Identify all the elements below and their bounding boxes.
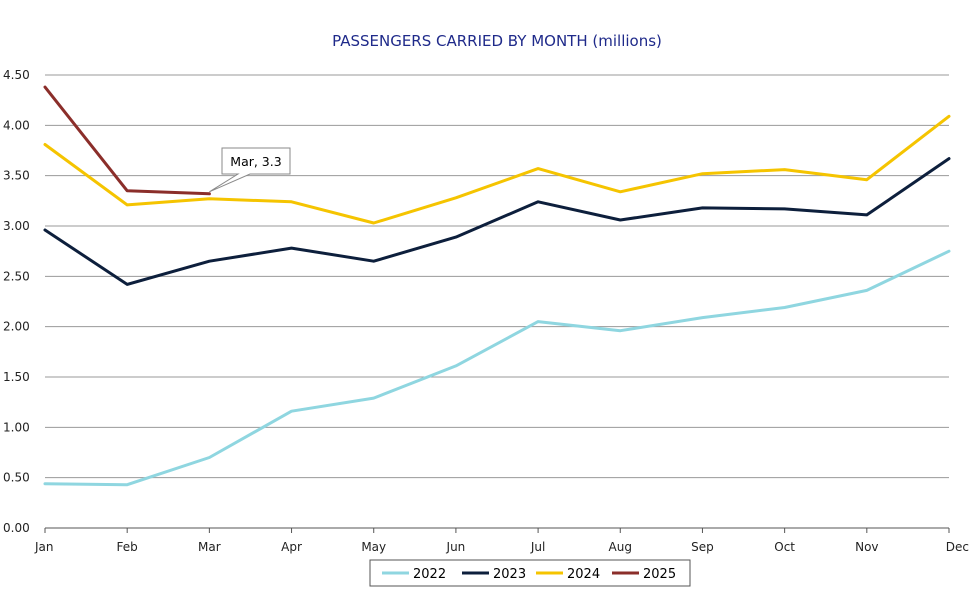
series-line-2025 [43,85,211,196]
x-tick-label: Feb [117,540,138,554]
legend-label-2022: 2022 [413,567,446,582]
y-tick-label: 4.50 [3,68,30,82]
data-callout: Mar, 3.3 [209,147,291,193]
x-tick-label: Nov [855,540,878,554]
y-tick-label: 4.00 [3,118,30,132]
x-tick-label: Jul [530,540,545,554]
legend-label-2024: 2024 [567,567,600,582]
callout-box [209,147,291,193]
gridlines [45,74,949,529]
chart-title: PASSENGERS CARRIED BY MONTH (millions) [332,32,662,50]
legend-label-2025: 2025 [643,567,676,582]
y-tick-label: 0.00 [3,521,30,535]
y-tick-label: 3.50 [3,169,30,183]
callout-label: Mar, 3.3 [230,154,281,169]
y-tick-label: 2.00 [3,320,30,334]
x-axis-tick-labels: Jan Feb Mar Apr May Jun Jul Aug Sep Oct Nov Dec [34,528,969,554]
series-lines [43,85,951,487]
series-line-2022 [43,249,951,487]
series-line-2024 [43,114,951,225]
y-tick-label: 2.50 [3,269,30,283]
x-tick-label: Aug [609,540,632,554]
y-tick-label: 1.50 [3,370,30,384]
series-line-2023 [43,157,951,286]
x-tick-label: Apr [281,540,302,554]
x-tick-label: Jun [446,540,466,554]
legend: 2022 2023 2024 2025 [369,559,691,587]
x-tick-label: Dec [946,540,969,554]
x-tick-label: Sep [691,540,714,554]
x-tick-label: Mar [198,540,221,554]
y-tick-label: 3.00 [3,219,30,233]
x-tick-label: Jan [34,540,54,554]
y-axis-tick-labels: 0.00 0.50 1.00 1.50 2.00 2.50 3.00 3.50 4.00 4.50 [3,68,30,535]
y-tick-label: 0.50 [3,471,30,485]
y-tick-label: 1.00 [3,420,30,434]
legend-label-2023: 2023 [493,567,526,582]
x-tick-label: Oct [774,540,795,554]
x-tick-label: May [361,540,386,554]
